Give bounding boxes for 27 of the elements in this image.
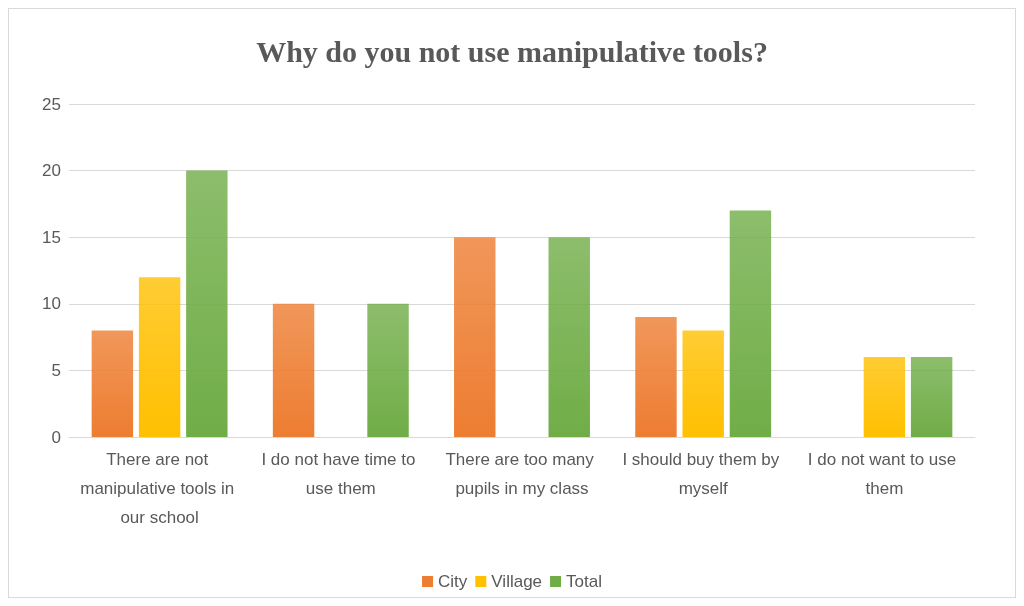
legend-label: City (438, 572, 468, 591)
y-tick-label: 20 (42, 161, 61, 181)
bar (367, 303, 409, 437)
chart-title: Why do you not use manipulative tools? (256, 34, 768, 68)
x-tick-label: There are not manipulative tools in our school (80, 450, 239, 527)
y-tick-label: 5 (51, 360, 61, 380)
bar (186, 170, 228, 437)
bar (548, 237, 590, 437)
bar (138, 277, 181, 437)
bar (91, 330, 134, 437)
bar (454, 237, 496, 437)
legend-label: Total (566, 572, 602, 591)
bar (635, 317, 677, 437)
x-tick-label: I do not want to use them (807, 450, 961, 498)
bar (863, 357, 906, 437)
x-tick-label: I should buy them by myself (622, 450, 784, 498)
y-tick-label: 0 (51, 427, 61, 447)
x-tick-label: I do not have time to use them (261, 450, 421, 498)
y-tick-label: 25 (42, 94, 61, 114)
y-tick-label: 15 (42, 227, 61, 247)
y-tick-label: 10 (42, 294, 61, 314)
bar (682, 330, 724, 437)
bar (910, 357, 953, 437)
bar (272, 303, 315, 437)
x-tick-label: There are too many pupils in my class (445, 450, 599, 498)
bar (729, 210, 772, 437)
legend-label: Village (491, 572, 543, 591)
